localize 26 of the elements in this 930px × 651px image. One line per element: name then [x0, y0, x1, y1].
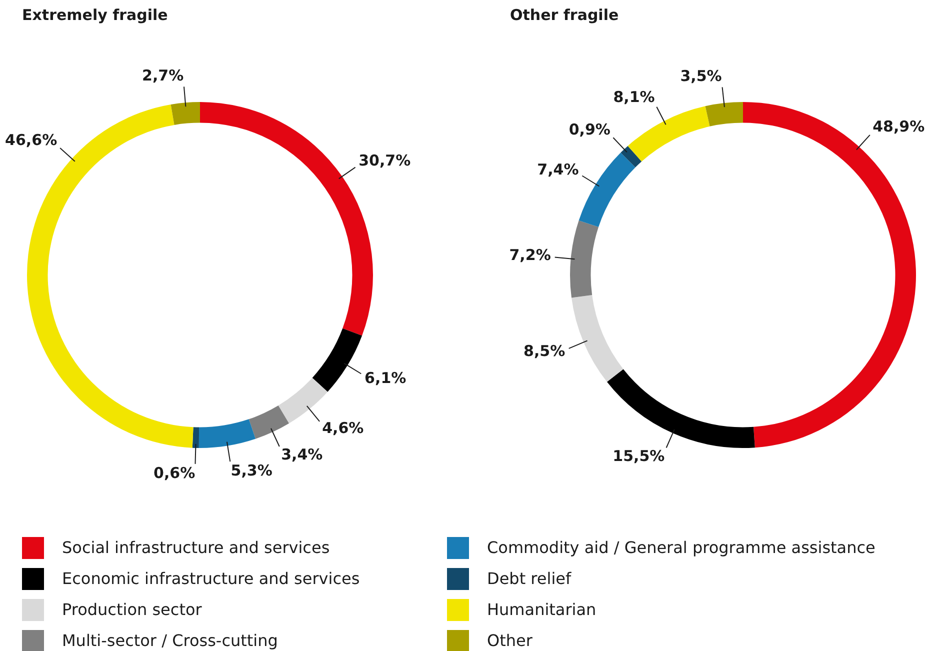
data-label: 8,5% [524, 342, 566, 360]
data-label: 4,6% [322, 419, 364, 438]
data-label: 48,9% [872, 117, 925, 136]
data-label: 30,7% [358, 151, 411, 170]
legend-label: Multi-sector / Cross-cutting [62, 631, 278, 650]
chart-title: Extremely fragile [22, 6, 168, 24]
legend-label: Humanitarian [487, 600, 596, 619]
data-label: 0,6% [154, 464, 196, 482]
legend-label: Debt relief [487, 569, 572, 588]
data-label: 6,1% [364, 368, 406, 387]
data-label: 5,3% [230, 461, 272, 480]
data-label: 7,2% [509, 246, 551, 264]
legend-label: Production sector [62, 600, 202, 619]
data-label: 3,5% [680, 67, 722, 86]
data-label: 3,4% [281, 445, 323, 464]
data-label: 2,7% [142, 66, 184, 85]
data-label: 7,4% [537, 160, 579, 178]
legend-label: Commodity aid / General programme assistance [487, 538, 876, 557]
data-label: 15,5% [612, 446, 665, 465]
legend-label: Economic infrastructure and services [62, 569, 360, 588]
legend-label: Other [487, 631, 532, 650]
chart-title: Other fragile [510, 6, 619, 24]
data-label: 0,9% [568, 120, 610, 138]
legend-label: Social infrastructure and services [62, 538, 330, 557]
data-label: 8,1% [613, 88, 655, 106]
data-label: 46,6% [5, 131, 58, 150]
